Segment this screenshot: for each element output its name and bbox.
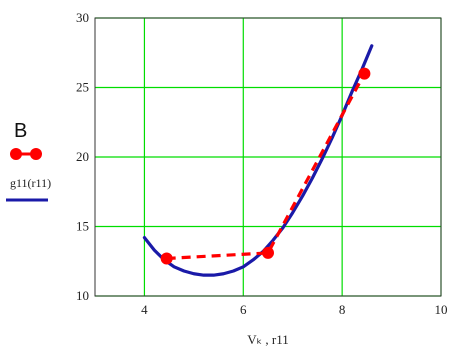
data-point-b [262,246,274,259]
legend-dot-b [30,148,42,160]
y-tick-label: 10 [76,288,89,303]
x-tick-label: 4 [141,302,148,317]
legend-dot-b [10,148,22,160]
series-line-b [166,72,366,261]
y-tick-label: 20 [76,149,89,164]
legend-label-b: B [14,120,27,142]
y-tick-label: 25 [76,80,89,95]
legend: B g11(r11) [6,120,51,202]
x-tick-label: 8 [339,302,346,317]
tick-labels: 4 6 8 10 10 15 20 25 30 [76,10,448,317]
plot-frame [94,17,442,297]
legend-marker-b [10,148,42,160]
y-tick-label: 30 [76,10,89,25]
data-point-b [160,252,173,265]
series-group [142,44,374,277]
legend-label-g11: g11(r11) [10,176,51,190]
series-line-g11 [142,44,374,277]
x-axis-label: Vₖ , r11 [247,332,289,347]
plot-border [94,17,442,297]
x-tick-label: 6 [240,302,247,317]
data-point-b [358,67,371,80]
y-tick-label: 15 [76,219,89,234]
x-tick-label: 10 [435,302,448,317]
